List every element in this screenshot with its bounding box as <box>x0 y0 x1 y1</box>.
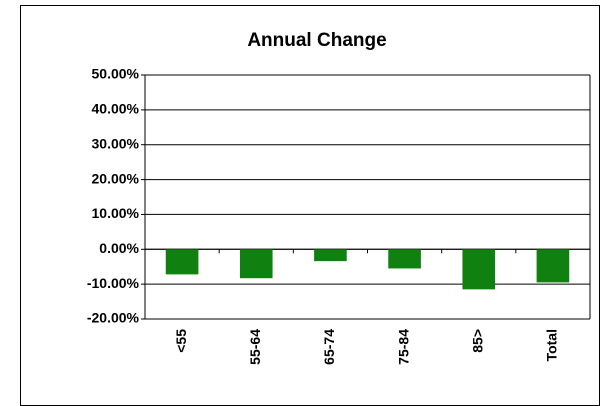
y-tick-label: -20.00% <box>87 310 140 326</box>
x-tick-label: 65-74 <box>321 329 337 365</box>
y-tick-label: 20.00% <box>92 170 140 186</box>
chart-title: Annual Change <box>247 30 386 51</box>
y-tick-label: -10.00% <box>87 275 140 291</box>
x-tick-label: Total <box>544 329 560 361</box>
bar <box>314 249 347 262</box>
x-tick-label: <55 <box>173 329 189 353</box>
bar <box>536 249 570 283</box>
chart-frame <box>20 5 600 406</box>
bar <box>388 249 421 269</box>
y-tick-label: 50.00% <box>92 66 140 82</box>
bar <box>462 249 496 290</box>
y-tick-label: 0.00% <box>99 240 139 256</box>
x-tick-label: 55-64 <box>247 329 263 365</box>
bar <box>239 249 273 279</box>
x-tick-label: 85> <box>469 329 485 353</box>
x-tick-label: 75-84 <box>395 329 411 365</box>
y-tick-label: 30.00% <box>92 135 140 151</box>
bar <box>165 249 199 275</box>
y-tick-label: 10.00% <box>92 205 140 221</box>
y-tick-label: 40.00% <box>92 101 140 117</box>
